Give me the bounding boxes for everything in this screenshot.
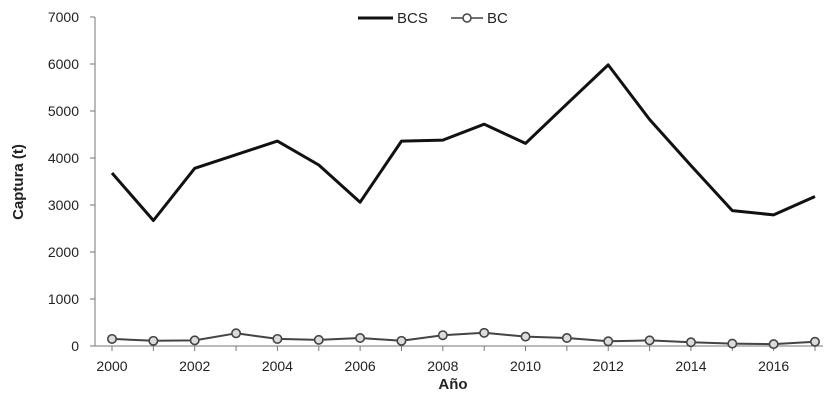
y-tick-label: 0	[71, 338, 79, 354]
x-tick-label: 2004	[262, 358, 293, 374]
data-point-bc	[561, 333, 572, 344]
data-point-bc	[809, 336, 820, 347]
series-line-bcs	[110, 63, 816, 222]
x-tick-label: 2010	[510, 358, 541, 374]
y-tick-label: 6000	[48, 56, 79, 72]
x-tick-label: 2000	[96, 358, 127, 374]
series-line-bc	[111, 331, 816, 346]
data-point-bc	[768, 339, 779, 350]
x-tick-label: 2016	[758, 358, 789, 374]
data-point-bc	[107, 333, 118, 344]
series-layer	[107, 63, 820, 350]
data-point-bc	[231, 328, 242, 339]
x-tick-label: 2002	[179, 358, 210, 374]
x-axis-title: Año	[438, 376, 467, 393]
data-point-bc	[355, 333, 366, 344]
x-tick-label: 2008	[427, 358, 458, 374]
data-point-bc	[148, 335, 159, 346]
x-tick-label: 2014	[675, 358, 706, 374]
legend-label-bc: BC	[487, 10, 508, 27]
data-point-bc	[437, 330, 448, 341]
data-point-bc	[603, 336, 614, 347]
legend-marker-bc	[462, 13, 472, 23]
legend-label-bcs: BCS	[397, 10, 428, 27]
data-point-bc	[644, 335, 655, 346]
y-tick-label: 5000	[48, 103, 79, 119]
y-tick-label: 3000	[48, 197, 79, 213]
y-axis-title: Captura (t)	[10, 144, 27, 220]
data-point-bc	[685, 337, 696, 348]
y-tick-label: 2000	[48, 244, 79, 260]
y-tick-label: 4000	[48, 150, 79, 166]
data-point-bc	[272, 333, 283, 344]
data-point-bc	[520, 331, 531, 342]
data-point-bc	[479, 327, 490, 338]
x-tick-label: 2006	[345, 358, 376, 374]
data-point-bc	[189, 335, 200, 346]
legend: BCS BC	[358, 10, 508, 27]
x-tick-label: 2012	[593, 358, 624, 374]
data-point-bc	[396, 335, 407, 346]
y-tick-label: 1000	[48, 291, 79, 307]
axes: 0 1000 2000 3000 4000 5000 6000 7000 2000 2002 200…	[48, 9, 823, 374]
y-tick-label: 7000	[48, 9, 79, 25]
data-point-bc	[727, 338, 738, 349]
data-point-bc	[313, 334, 324, 345]
